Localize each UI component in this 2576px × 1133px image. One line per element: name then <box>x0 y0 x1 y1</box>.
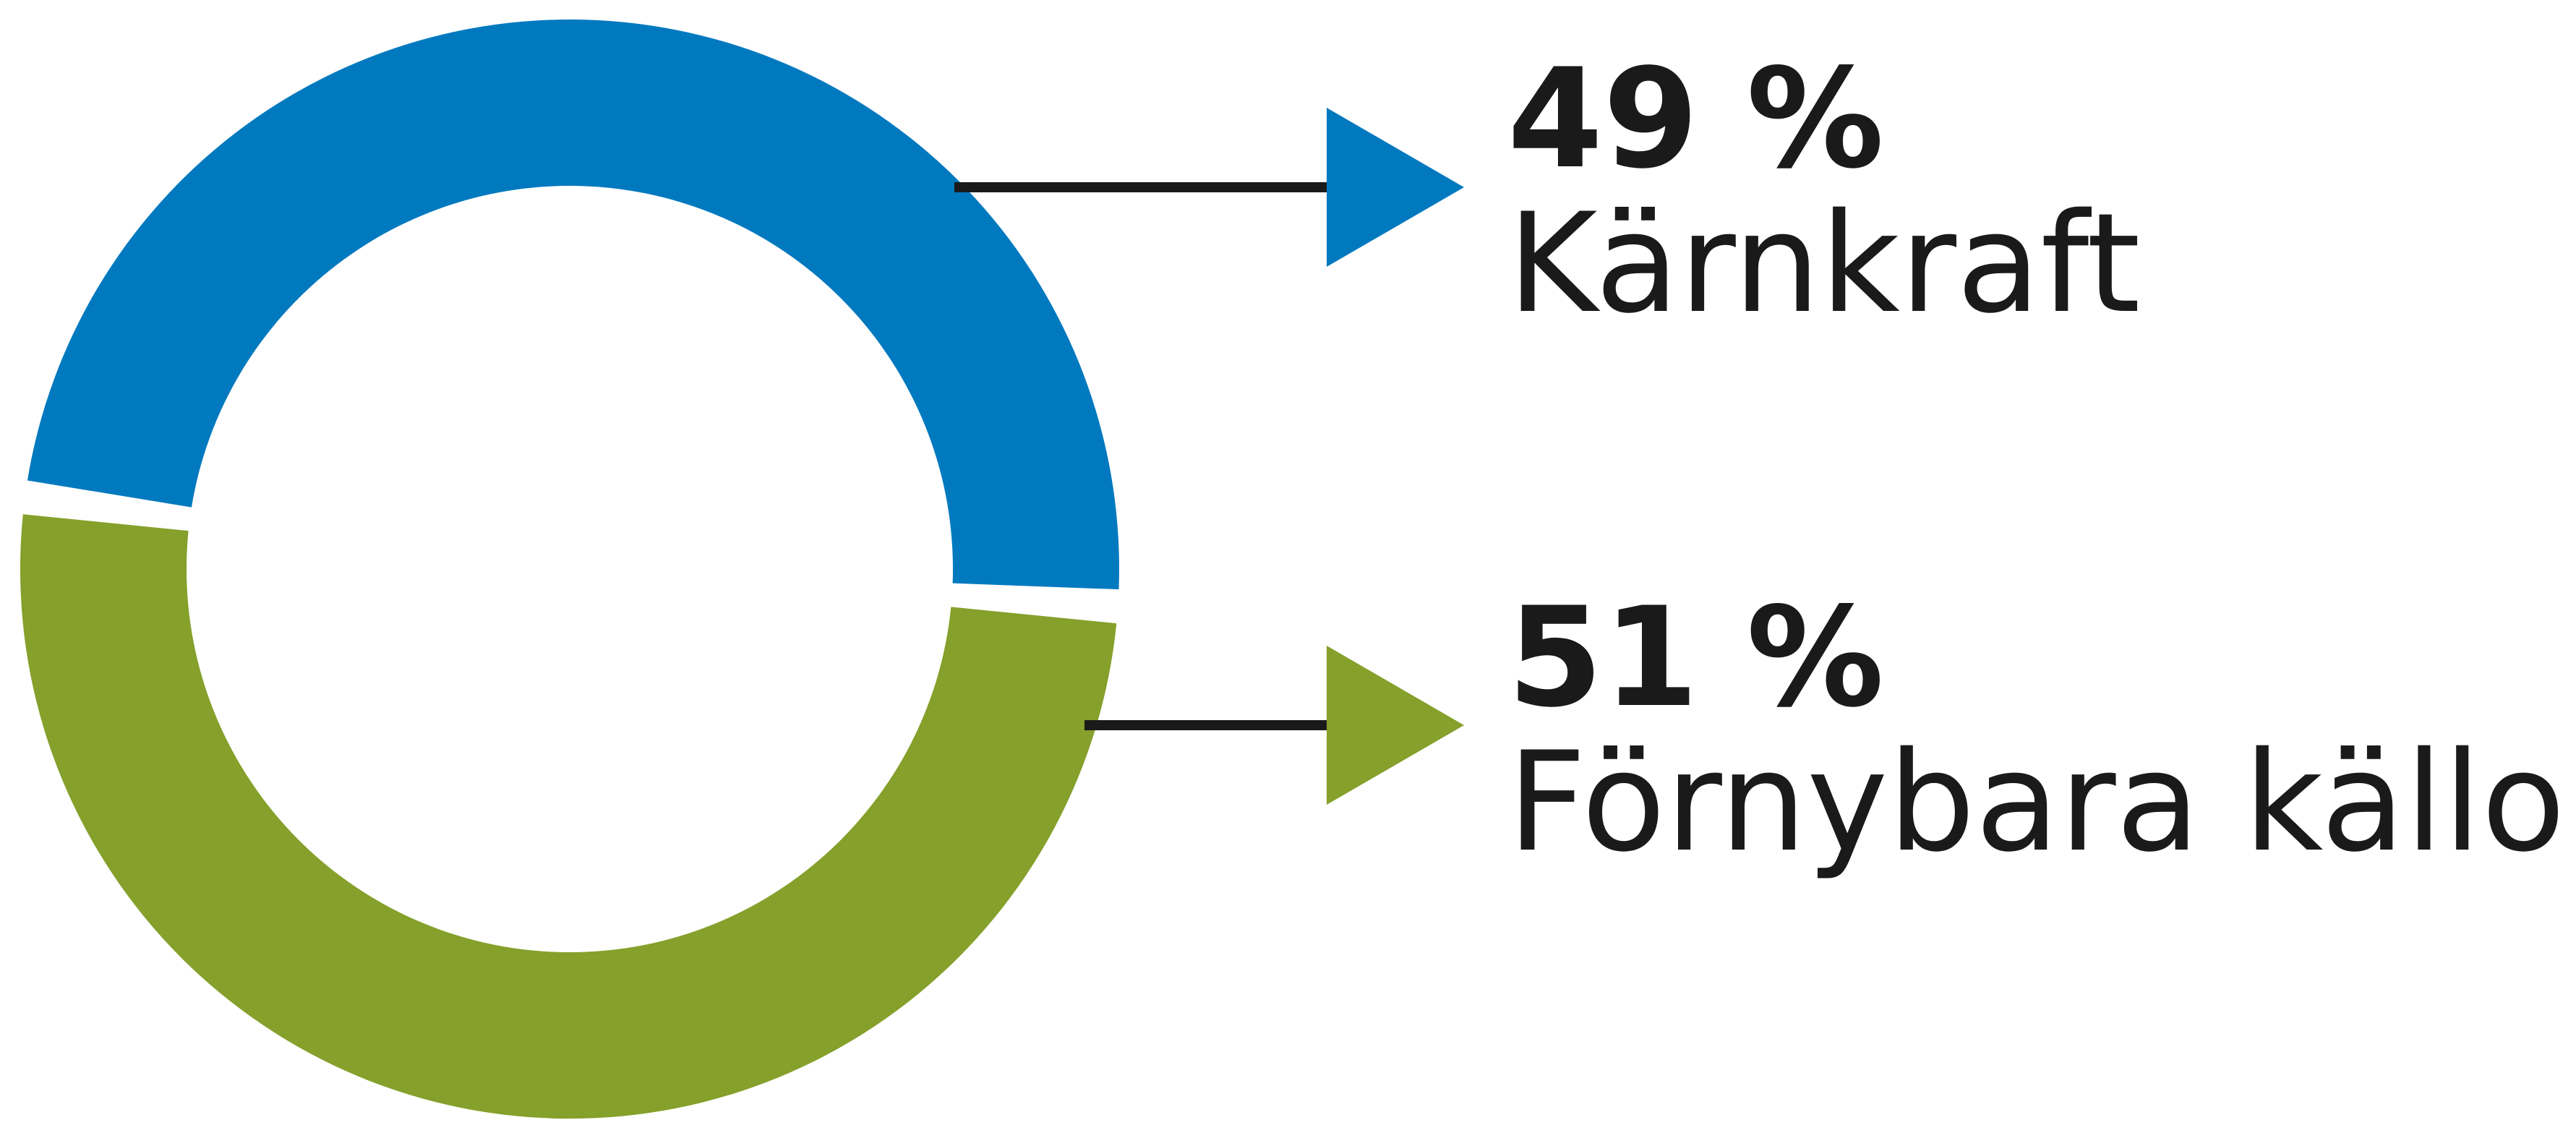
donut-slices <box>20 20 1120 1119</box>
donut-slice-1 <box>27 20 1120 590</box>
connectors <box>954 108 1464 805</box>
value-label-2: 51 % <box>1507 578 1884 737</box>
category-label-2: Förnybara källor <box>1507 722 2576 882</box>
value-label-1: 49 % <box>1507 39 1884 199</box>
arrow-marker-1 <box>1327 108 1464 267</box>
labels: 49 %Kärnkraft 51 %Förnybara källor <box>1507 39 2576 882</box>
donut-slice-2 <box>20 514 1117 1119</box>
category-label-1: Kärnkraft <box>1507 184 2141 343</box>
arrow-marker-2 <box>1327 646 1464 805</box>
